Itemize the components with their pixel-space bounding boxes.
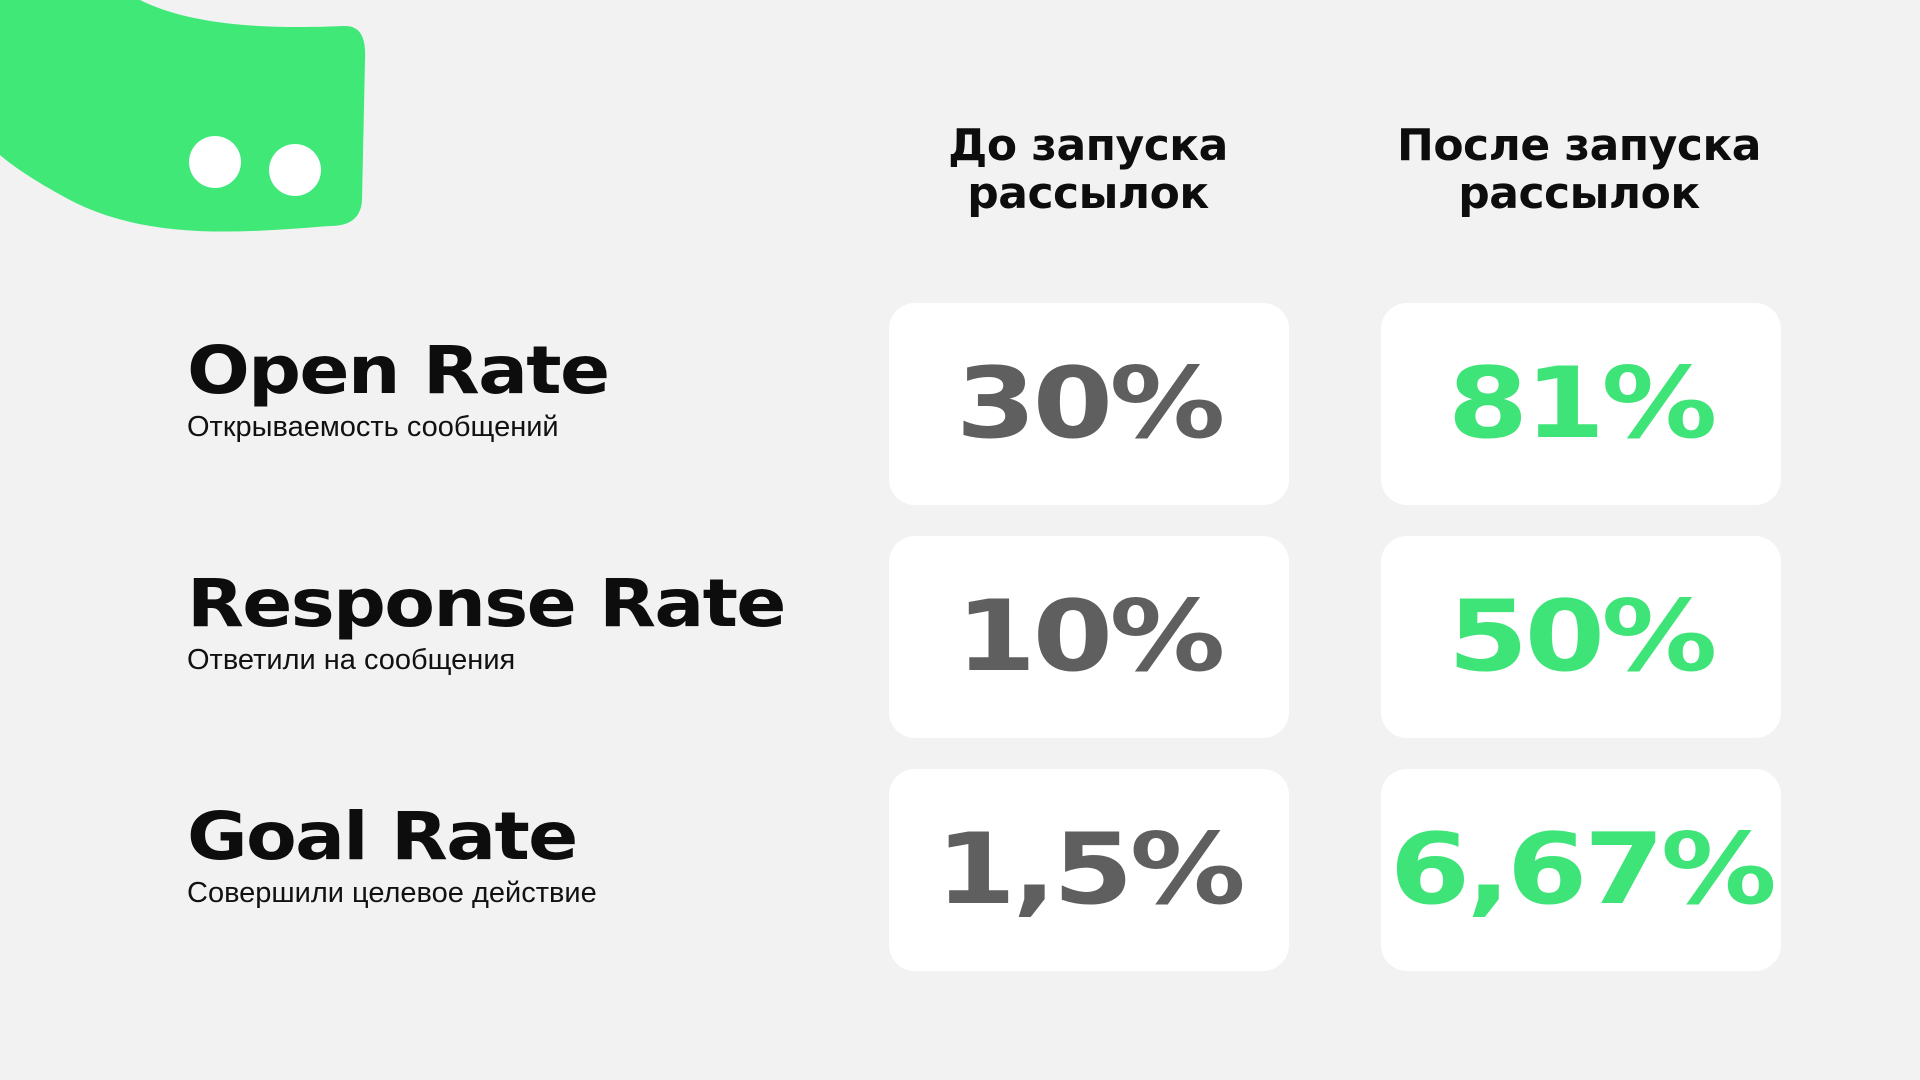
value-card-before: 10%: [889, 536, 1289, 738]
value-before: 30%: [955, 347, 1226, 461]
value-card-after: 50%: [1381, 536, 1781, 738]
column-heading-before: До запуска рассылок: [858, 122, 1318, 218]
value-after: 50%: [1447, 580, 1718, 694]
heading-line: После запуска: [1397, 120, 1762, 171]
metric-description: Ответили на сообщения: [187, 644, 516, 676]
heading-line: рассылок: [1458, 168, 1700, 219]
metric-response-rate: Response Rate Ответили на сообщения: [187, 569, 786, 677]
metric-description: Совершили целевое действие: [187, 877, 597, 909]
value-after: 6,67%: [1389, 813, 1776, 927]
value-card-before: 1,5%: [889, 769, 1289, 971]
metric-name: Open Rate: [187, 332, 610, 409]
value-card-after: 81%: [1381, 303, 1781, 505]
speech-bubble-dots-icon: [0, 0, 366, 232]
column-heading-after: После запуска рассылок: [1349, 122, 1809, 218]
heading-line: До запуска: [948, 120, 1228, 171]
value-after: 81%: [1447, 347, 1718, 461]
metric-goal-rate: Goal Rate Совершили целевое действие: [187, 802, 597, 910]
metric-open-rate: Open Rate Открываемость сообщений: [187, 336, 610, 444]
value-card-before: 30%: [889, 303, 1289, 505]
column-heading-after-text: После запуска рассылок: [1349, 122, 1809, 218]
value-before: 1,5%: [935, 813, 1246, 927]
metric-description: Открываемость сообщений: [187, 411, 559, 443]
value-card-after: 6,67%: [1381, 769, 1781, 971]
heading-line: рассылок: [967, 168, 1209, 219]
column-heading-before-text: До запуска рассылок: [858, 122, 1318, 218]
metric-name: Goal Rate: [187, 798, 578, 875]
metric-name: Response Rate: [187, 565, 786, 642]
value-before: 10%: [955, 580, 1226, 694]
